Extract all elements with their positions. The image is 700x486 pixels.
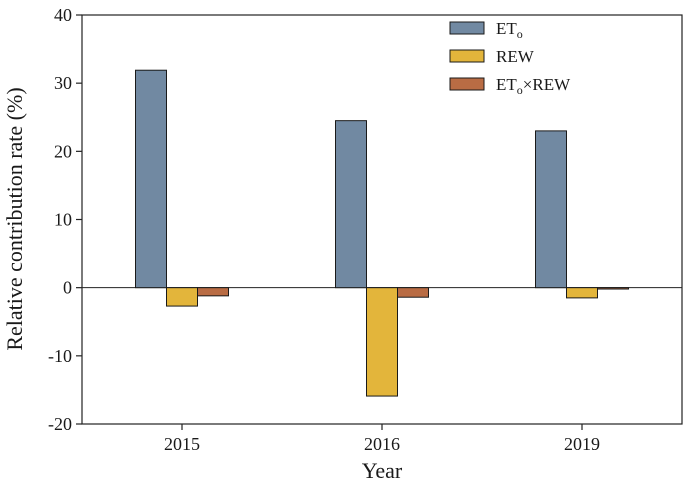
bar [397, 287, 429, 298]
y-tick-label: 0 [63, 278, 72, 298]
x-tick-label: 2019 [564, 434, 600, 454]
bars [135, 69, 629, 397]
bar [166, 287, 198, 307]
y-tick-label: 10 [54, 210, 72, 230]
bar [366, 287, 398, 397]
x-tick-label: 2016 [364, 434, 400, 454]
y-axis: -20 -10 0 10 20 30 40 [48, 5, 82, 434]
legend-label: REW [496, 47, 535, 66]
bar [535, 130, 567, 289]
legend-swatch [449, 77, 485, 91]
y-axis-title: Relative contribution rate (%) [2, 87, 27, 350]
bar [335, 120, 367, 289]
y-tick-label: 40 [54, 5, 72, 25]
bar [197, 287, 229, 297]
legend-swatch [449, 49, 485, 63]
y-tick-label: -10 [48, 346, 72, 366]
bar [597, 287, 629, 290]
legend-label: ETo×REW [496, 75, 571, 97]
bar [135, 69, 167, 289]
x-tick-label: 2015 [164, 434, 200, 454]
bar [566, 287, 598, 299]
y-tick-label: -20 [48, 414, 72, 434]
y-tick-label: 30 [54, 73, 72, 93]
legend: ETo REW ETo×REW [449, 19, 571, 97]
legend-swatch [449, 21, 485, 35]
legend-label: ETo [496, 19, 523, 41]
x-axis: 2015 2016 2019 [164, 424, 600, 454]
x-axis-title: Year [362, 458, 403, 483]
y-tick-label: 20 [54, 141, 72, 161]
